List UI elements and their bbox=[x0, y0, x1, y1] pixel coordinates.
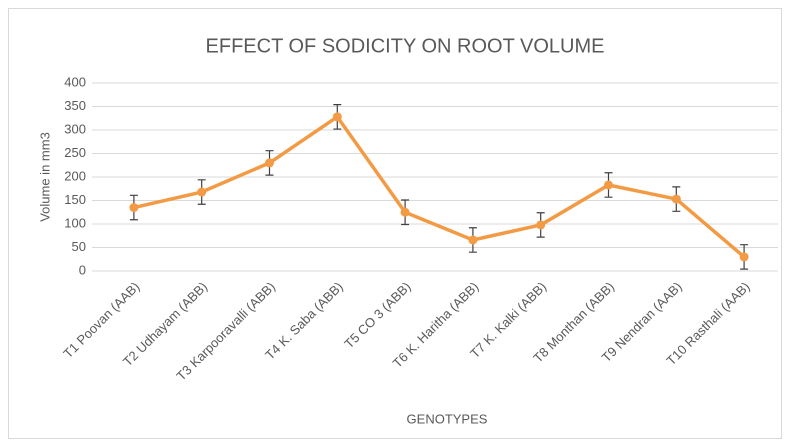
y-tick-label: 100 bbox=[64, 215, 86, 230]
data-point bbox=[129, 203, 139, 213]
y-tick-label: 300 bbox=[64, 121, 86, 136]
y-tick-label: 200 bbox=[64, 168, 86, 183]
data-point bbox=[468, 235, 478, 245]
data-point bbox=[604, 180, 613, 190]
y-tick-label: 150 bbox=[64, 192, 86, 207]
data-point bbox=[265, 158, 274, 168]
y-tick-label: 400 bbox=[64, 74, 86, 89]
data-point bbox=[332, 112, 342, 122]
data-line bbox=[133, 115, 746, 259]
y-tick-label: 350 bbox=[64, 98, 86, 113]
y-axis-title: Volume in mm3 bbox=[37, 132, 52, 222]
data-point bbox=[536, 220, 546, 230]
y-tick-label: 0 bbox=[79, 262, 86, 277]
x-axis-title: GENOTYPES bbox=[407, 411, 488, 426]
chart-title: EFFECT OF SODICITY ON ROOT VOLUME bbox=[206, 35, 605, 57]
data-point bbox=[671, 194, 681, 204]
data-point bbox=[400, 207, 410, 217]
y-tick-label: 250 bbox=[64, 145, 86, 160]
data-point bbox=[739, 252, 749, 262]
data-point bbox=[197, 187, 207, 197]
y-tick-label: 50 bbox=[72, 239, 86, 254]
